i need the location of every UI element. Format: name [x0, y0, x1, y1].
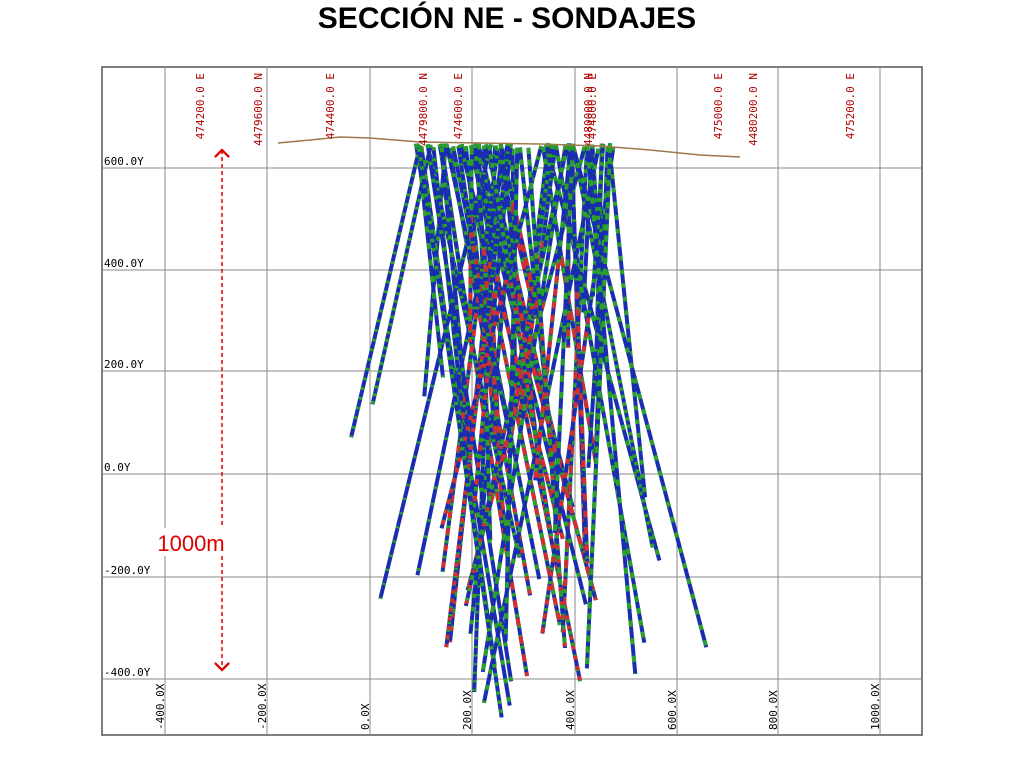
coordinate-label: 4480000.0 N	[582, 73, 595, 146]
drill-hole-assay	[439, 145, 544, 529]
coordinate-label: 4479800.0 N	[417, 73, 430, 146]
coordinate-label: 475000.0 E	[712, 73, 725, 139]
y-label: 200.0Y	[104, 358, 144, 371]
drill-hole	[487, 145, 554, 537]
coordinate-label: 474600.0 E	[452, 73, 465, 139]
drill-hole-assay	[571, 146, 709, 648]
x-label: 600.0X	[666, 690, 679, 730]
drill-hole-assay	[540, 317, 591, 634]
drill-hole-assay	[512, 254, 541, 461]
drill-hole-assay	[349, 144, 423, 438]
labels: 600.0Y 400.0Y 200.0Y 0.0Y -200.0Y -400.0Y-400…	[104, 73, 882, 730]
y-label: -200.0Y	[104, 564, 151, 577]
drill-hole	[417, 148, 504, 718]
drill-hole-assay	[581, 144, 595, 313]
drill-hole-assay	[415, 142, 510, 576]
drill-hole-assay	[560, 315, 581, 633]
y-label: 400.0Y	[104, 257, 144, 270]
x-label: 400.0X	[564, 690, 577, 730]
drill-hole-assay	[480, 144, 568, 673]
drill-hole-assay	[506, 144, 554, 454]
coordinate-label: 4479600.0 N	[252, 73, 265, 146]
drill-hole-assay	[468, 144, 583, 682]
drill-hole-assay	[584, 146, 613, 669]
annotation-bg	[145, 528, 237, 556]
drill-hole-assay	[607, 146, 648, 498]
title: SECCIÓN NE - SONDAJES	[318, 1, 696, 35]
drill-hole-assay	[512, 265, 570, 493]
y-label: -400.0Y	[104, 666, 151, 679]
drill-hole-assay	[585, 144, 638, 675]
drill-hole-assay	[470, 276, 500, 523]
drill-hole	[552, 143, 575, 534]
drill-hole-assay	[440, 147, 500, 573]
y-label: 0.0Y	[104, 461, 131, 474]
coordinate-label: 474400.0 E	[324, 73, 337, 139]
drill-hole-assay	[422, 143, 448, 397]
x-label: -200.0X	[256, 683, 269, 730]
drill-hole-assay	[590, 143, 606, 297]
drill-hole-assay	[560, 144, 590, 633]
drill-hole	[425, 144, 522, 558]
drill-hole-assay	[494, 282, 565, 540]
drill-hole-assay	[574, 292, 590, 564]
drill-hole-assay	[503, 147, 520, 642]
x-label: 200.0X	[461, 690, 474, 730]
drill-hole-assay	[593, 145, 610, 460]
coordinate-label: 475200.0 E	[844, 73, 857, 139]
x-label: 800.0X	[767, 690, 780, 730]
annotation: 1000m	[157, 531, 224, 556]
drill-hole-assay	[498, 143, 541, 461]
drill-hole-assay	[533, 262, 561, 481]
x-label: 0.0X	[359, 703, 372, 730]
drill-hole-assay	[444, 143, 514, 442]
drill-holes	[349, 142, 709, 718]
drill-hole-assay	[378, 143, 493, 600]
x-label: -400.0X	[154, 683, 167, 730]
x-label: 1000.0X	[869, 683, 882, 730]
drill-hole-assay	[456, 145, 498, 394]
coordinate-label: 474800.0 E	[586, 73, 599, 139]
drill-hole-assay	[459, 143, 562, 626]
drill-hole-assay	[481, 148, 601, 704]
drill-hole-assay	[586, 143, 613, 468]
drill-hole-assay	[526, 147, 567, 649]
drill-hole-assay	[463, 144, 570, 607]
coordinate-label: 474200.0 E	[194, 73, 207, 139]
y-label: 600.0Y	[104, 155, 144, 168]
drill-hole-assay	[415, 143, 445, 378]
coordinate-label: 4480200.0 N	[747, 73, 760, 146]
topography	[277, 136, 741, 158]
